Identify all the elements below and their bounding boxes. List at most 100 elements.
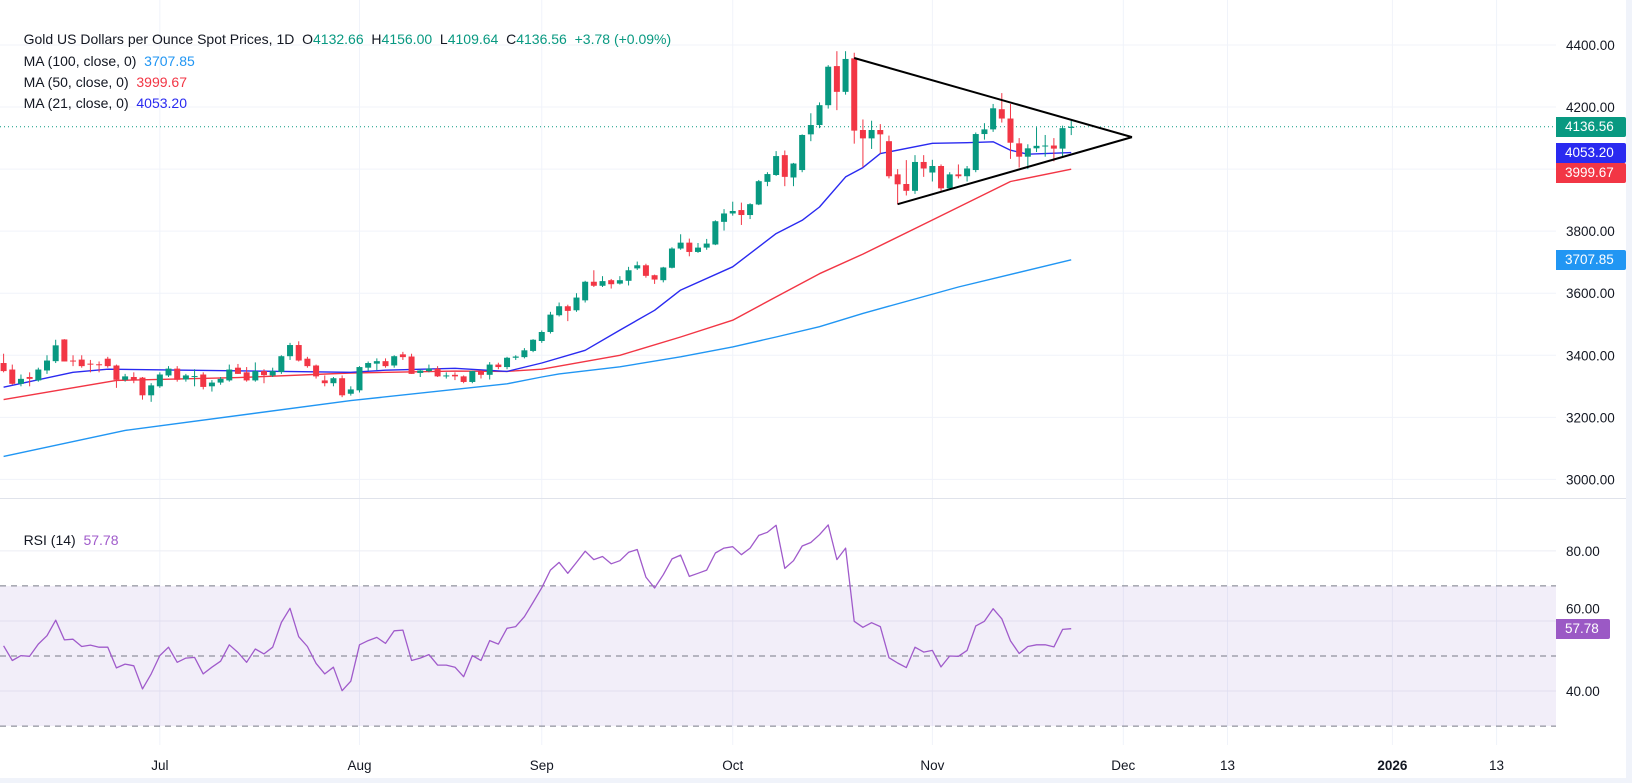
candle[interactable]: [781, 150, 788, 187]
candle[interactable]: [261, 369, 267, 384]
candle[interactable]: [122, 373, 129, 382]
candle[interactable]: [998, 93, 1005, 123]
candle[interactable]: [191, 369, 198, 387]
candle[interactable]: [425, 364, 432, 373]
candle[interactable]: [885, 135, 892, 179]
candle[interactable]: [356, 366, 363, 393]
candle[interactable]: [877, 124, 884, 154]
candle[interactable]: [773, 151, 780, 176]
rsi-legend[interactable]: RSI (14) 57.78: [8, 510, 119, 570]
candle[interactable]: [807, 113, 814, 142]
candle[interactable]: [634, 261, 641, 270]
candle[interactable]: [556, 302, 563, 317]
candle[interactable]: [339, 375, 346, 398]
candle[interactable]: [530, 339, 537, 353]
candle[interactable]: [625, 266, 632, 286]
candle[interactable]: [599, 276, 606, 288]
candle[interactable]: [373, 358, 380, 371]
candle[interactable]: [434, 366, 441, 377]
candle[interactable]: [321, 375, 328, 387]
candle[interactable]: [495, 362, 502, 370]
indicator-legend-ma100[interactable]: MA (100, close, 0) 3707.85: [8, 31, 195, 91]
candle[interactable]: [816, 102, 823, 129]
candle[interactable]: [9, 364, 16, 385]
candle[interactable]: [990, 103, 997, 132]
candle[interactable]: [695, 242, 701, 253]
candle[interactable]: [668, 247, 675, 269]
candle[interactable]: [1050, 138, 1057, 162]
candle[interactable]: [1033, 127, 1040, 153]
candle[interactable]: [313, 364, 320, 379]
candle[interactable]: [616, 276, 623, 285]
candle[interactable]: [52, 339, 59, 364]
candle[interactable]: [1042, 134, 1049, 157]
candle[interactable]: [686, 238, 693, 257]
candle[interactable]: [842, 51, 849, 95]
candle[interactable]: [70, 355, 77, 367]
candle[interactable]: [859, 119, 866, 168]
candle[interactable]: [547, 311, 554, 334]
candle[interactable]: [903, 160, 910, 196]
candle[interactable]: [790, 162, 797, 187]
candle[interactable]: [955, 164, 962, 179]
candle[interactable]: [738, 202, 745, 225]
candle[interactable]: [582, 280, 589, 303]
candle[interactable]: [234, 363, 241, 374]
candle[interactable]: [130, 372, 137, 384]
candle[interactable]: [208, 380, 215, 392]
candle[interactable]: [851, 52, 858, 144]
candle[interactable]: [755, 179, 762, 206]
candle[interactable]: [920, 155, 927, 177]
candle[interactable]: [564, 304, 571, 322]
ma-50-line[interactable]: [3, 168, 1072, 401]
candle[interactable]: [78, 355, 85, 368]
candle[interactable]: [833, 51, 840, 111]
candle[interactable]: [61, 339, 68, 362]
candle[interactable]: [295, 341, 302, 362]
candle[interactable]: [660, 266, 667, 283]
candle[interactable]: [226, 364, 233, 382]
candle[interactable]: [938, 164, 945, 191]
candle[interactable]: [512, 355, 519, 360]
candle[interactable]: [17, 374, 24, 387]
candle[interactable]: [347, 386, 354, 396]
ma-100-line[interactable]: [3, 259, 1072, 458]
candle[interactable]: [443, 372, 450, 379]
candle[interactable]: [469, 370, 476, 384]
candle[interactable]: [478, 370, 484, 379]
triangle-upper-trendline[interactable]: [853, 57, 1133, 139]
candle[interactable]: [972, 132, 979, 173]
candle[interactable]: [868, 120, 875, 149]
candle[interactable]: [721, 209, 728, 231]
candle[interactable]: [460, 375, 467, 384]
candle[interactable]: [521, 348, 528, 359]
candle[interactable]: [894, 169, 901, 205]
candle[interactable]: [287, 342, 294, 360]
indicator-legend-ma50[interactable]: MA (50, close, 0) 3999.67: [8, 52, 187, 112]
candle[interactable]: [87, 359, 94, 373]
candle[interactable]: [417, 369, 424, 377]
candle[interactable]: [243, 367, 250, 382]
triangle-lower-trendline[interactable]: [897, 136, 1133, 206]
candle[interactable]: [729, 201, 736, 216]
ma-21-line[interactable]: [3, 141, 1072, 388]
candle[interactable]: [538, 330, 545, 343]
rsi-line[interactable]: [3, 524, 1072, 692]
candle[interactable]: [590, 270, 597, 288]
candle[interactable]: [799, 134, 806, 173]
candle[interactable]: [139, 376, 146, 400]
candle[interactable]: [964, 166, 971, 182]
candle[interactable]: [642, 263, 649, 278]
candle[interactable]: [365, 361, 372, 371]
candle[interactable]: [1007, 103, 1014, 159]
candle[interactable]: [929, 159, 936, 182]
candle[interactable]: [156, 372, 163, 388]
candle[interactable]: [26, 372, 33, 387]
candle[interactable]: [703, 238, 710, 250]
candle[interactable]: [330, 376, 337, 387]
candle[interactable]: [382, 358, 389, 368]
candle[interactable]: [148, 383, 155, 402]
candle[interactable]: [399, 351, 406, 360]
candle[interactable]: [451, 372, 458, 381]
